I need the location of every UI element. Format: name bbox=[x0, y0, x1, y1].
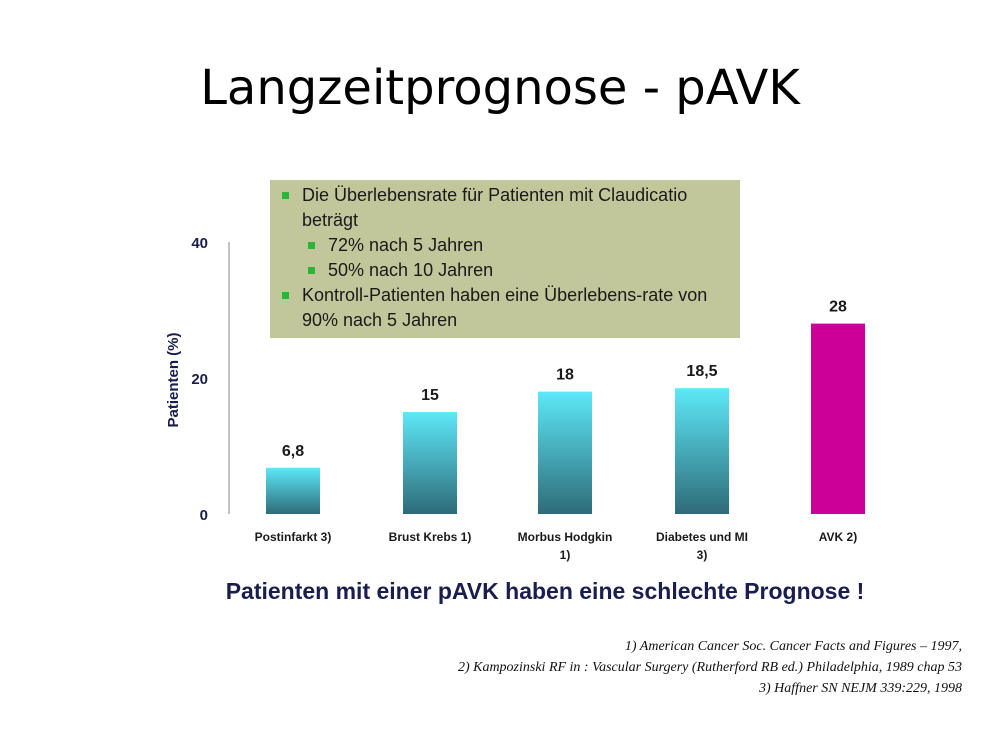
x-category-label: Morbus Hodgkin bbox=[518, 530, 613, 544]
x-category-label: Diabetes und MI bbox=[656, 530, 748, 544]
reference-3: 3) Haffner SN NEJM 339:229, 1998 bbox=[759, 681, 962, 696]
bar-value-label: 6,8 bbox=[282, 443, 304, 460]
x-category-label: 3) bbox=[697, 548, 708, 562]
bar-value-label: 18,5 bbox=[686, 363, 717, 380]
slide-title: Langzeitprognose - pAVK bbox=[200, 60, 800, 116]
bar bbox=[538, 391, 592, 514]
callout-bullet-claudicatio: Die Überlebensrate für Patienten mit Cla… bbox=[280, 183, 730, 233]
reference-1: 1) American Cancer Soc. Cancer Facts and… bbox=[624, 639, 962, 654]
callout-sub-bullet-5-years: 72% nach 5 Jahren bbox=[302, 233, 730, 258]
bar-value-label: 18 bbox=[556, 367, 574, 384]
bar-value-label: 28 bbox=[829, 299, 847, 316]
callout-sub-bullet-10-years: 50% nach 10 Jahren bbox=[302, 258, 730, 283]
y-tick-label: 40 bbox=[191, 235, 208, 252]
conclusion-text: Patienten mit einer pAVK haben eine schl… bbox=[225, 578, 865, 604]
bar bbox=[811, 323, 865, 514]
bar bbox=[403, 412, 457, 514]
bar bbox=[266, 467, 320, 514]
bar-value-label: 15 bbox=[421, 387, 439, 404]
x-category-label: AVK 2) bbox=[819, 530, 857, 544]
callout-bullet-control: Kontroll-Patienten haben eine Überlebens… bbox=[280, 283, 730, 333]
x-category-label: 1) bbox=[560, 548, 571, 562]
x-category-label: Postinfarkt 3) bbox=[255, 530, 332, 544]
survival-callout: Die Überlebensrate für Patienten mit Cla… bbox=[270, 180, 740, 338]
reference-2: 2) Kampozinski RF in : Vascular Surgery … bbox=[457, 660, 962, 675]
y-tick-label: 20 bbox=[191, 371, 208, 388]
x-category-label: Brust Krebs 1) bbox=[389, 530, 472, 544]
bar bbox=[675, 388, 729, 514]
y-tick-label: 0 bbox=[200, 507, 208, 524]
y-axis-label: Patienten (%) bbox=[165, 332, 182, 427]
references: 1) American Cancer Soc. Cancer Facts and… bbox=[458, 636, 962, 699]
